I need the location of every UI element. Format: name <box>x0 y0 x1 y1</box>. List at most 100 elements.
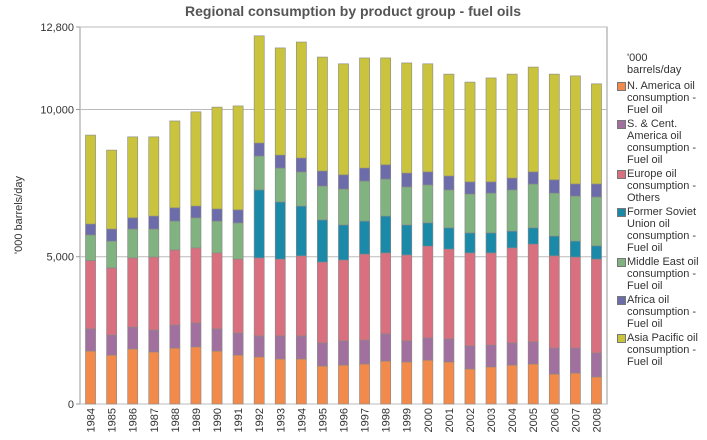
bar-segment <box>253 189 265 259</box>
x-tick-label: 1996 <box>339 408 351 432</box>
bar-segment <box>169 324 181 349</box>
bar-segment <box>422 184 434 224</box>
y-tick-label: 5,000 <box>46 252 74 264</box>
bar-segment <box>591 83 602 185</box>
bar-segment <box>527 66 539 173</box>
bar-segment <box>148 351 160 405</box>
bar-segment <box>422 222 434 247</box>
bar-segment <box>506 364 518 405</box>
bar-segment <box>548 192 560 237</box>
bar-segment <box>401 172 413 188</box>
bar-segment <box>317 261 328 344</box>
bar-segment <box>190 247 202 324</box>
bar-segment <box>443 248 455 340</box>
bar-segment <box>211 328 223 352</box>
x-tick-label: 2002 <box>465 408 477 432</box>
bar-segment <box>317 170 328 187</box>
x-tick-label: 1997 <box>360 408 372 432</box>
bar-segment <box>548 347 560 375</box>
bar-segment <box>548 255 560 349</box>
x-tick-label: 2000 <box>423 408 435 432</box>
bar-segment <box>464 232 476 254</box>
bar-segment <box>591 196 602 247</box>
x-tick-label: 1988 <box>170 408 182 432</box>
bar-segment <box>485 366 497 405</box>
bar-segment <box>338 259 349 342</box>
bar-segment <box>401 62 413 174</box>
legend-swatch <box>617 120 626 129</box>
bar-segment <box>85 260 96 330</box>
bar-segment <box>232 332 244 356</box>
bar-segment <box>591 352 602 378</box>
bar-segment <box>127 228 139 259</box>
bar-segment <box>253 356 265 405</box>
bar-segment <box>485 181 497 194</box>
bar-segment <box>253 335 265 358</box>
bar-segment <box>464 252 476 347</box>
bar-segment <box>317 342 328 367</box>
bar-segment <box>338 188 349 226</box>
bar-segment <box>295 335 307 360</box>
bar-segment <box>253 142 265 157</box>
x-tick-label: 1990 <box>212 408 224 432</box>
bar-segment <box>317 56 328 172</box>
bar-segment <box>232 222 244 260</box>
bar-segment <box>506 342 518 366</box>
bar-segment <box>274 258 286 337</box>
bar-segment <box>169 207 181 222</box>
bar-segment <box>359 57 370 169</box>
bar-segment <box>527 227 539 245</box>
bar-segment <box>232 354 244 405</box>
bar-segment <box>127 326 139 350</box>
bar-segment <box>169 120 181 209</box>
bar-segment <box>401 361 413 405</box>
bar-segment <box>443 227 455 250</box>
x-tick-label: 2008 <box>591 408 603 432</box>
bar-segment <box>85 350 96 405</box>
bar-segment <box>422 359 434 405</box>
bar-segment <box>211 106 223 210</box>
bar-segment <box>548 235 560 257</box>
bar-segment <box>380 164 392 180</box>
legend-swatch <box>617 208 626 217</box>
bar-segment <box>443 189 455 229</box>
bar-segment <box>85 223 96 236</box>
bar-segment <box>295 205 307 257</box>
bar-segment <box>380 333 392 362</box>
bar-segment <box>317 365 328 405</box>
bar-segment <box>190 111 202 207</box>
bar-segment <box>295 255 307 337</box>
bar-segment <box>380 215 392 254</box>
bar-segment <box>148 215 160 230</box>
bar-segment <box>464 81 476 183</box>
bar-segment <box>591 258 602 354</box>
bar-segment <box>106 240 117 269</box>
bar-segment <box>190 217 202 249</box>
bar-segment <box>274 201 286 260</box>
legend-label: Former Soviet Union oil consumption - Fu… <box>627 206 697 254</box>
bar-segment <box>190 205 202 219</box>
legend-label: Asia Pacific oil consumption - Fuel oil <box>627 332 698 368</box>
bar-segment <box>485 252 497 346</box>
bar-segment <box>485 77 497 183</box>
y-tick-label: 12,800 <box>40 22 74 34</box>
bar-segment <box>443 361 455 405</box>
x-tick-label: 1994 <box>296 408 308 432</box>
y-tick-label: 0 <box>68 399 74 411</box>
bar-segment <box>232 105 244 211</box>
bar-segment <box>190 346 202 405</box>
bar-segment <box>253 155 265 191</box>
bar-segment <box>127 257 139 328</box>
bar-segment <box>169 249 181 326</box>
bar-segment <box>570 372 581 405</box>
legend-label: Africa oil consumption - Fuel oil <box>627 294 697 330</box>
x-tick-label: 1993 <box>275 408 287 432</box>
bar-segment <box>148 256 160 331</box>
bar-segment <box>570 240 581 258</box>
x-tick-label: 2005 <box>528 408 540 432</box>
x-tick-label: 1984 <box>86 408 98 432</box>
bar-segment <box>548 373 560 405</box>
bar-segment <box>106 267 117 336</box>
legend-label: N. America oil consumption - Fuel oil <box>627 80 697 116</box>
